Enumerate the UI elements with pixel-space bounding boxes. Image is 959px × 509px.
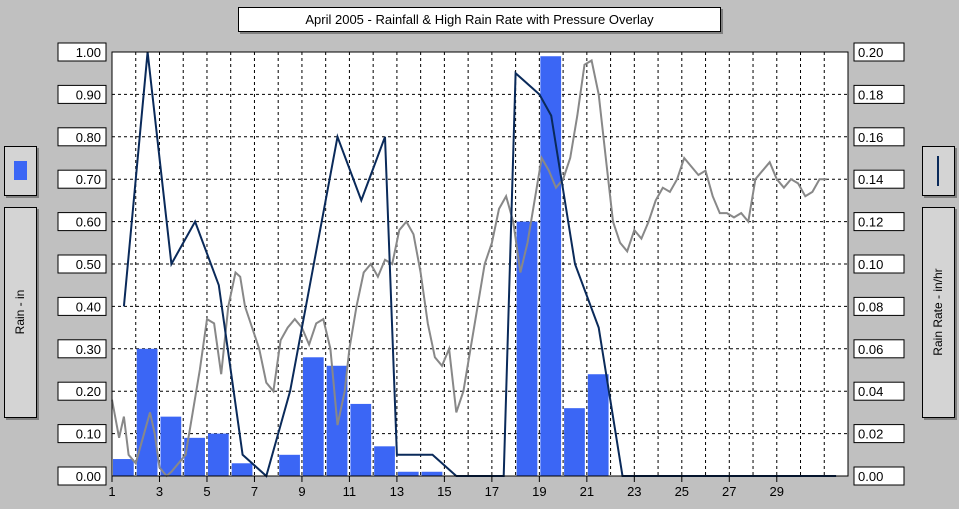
y-left-tick-box: [57, 169, 107, 189]
x-tick-label: 15: [437, 484, 451, 499]
rain-bars: [113, 56, 609, 477]
y-right-tick-label: 0.20: [858, 45, 883, 60]
rain-bar: [564, 408, 585, 476]
y-left-tick-box: [57, 84, 107, 104]
rain-bar: [184, 437, 205, 476]
right-y-axis-labels: 0.00 0.02 0.04 0.06 0.08 0.10 0.12 0.14 0.16 0.18…: [853, 42, 905, 486]
rain-bar: [397, 471, 419, 476]
y-left-tick-label: 0.20: [76, 384, 101, 399]
left-legend-swatch-panel: [4, 146, 37, 196]
pressure-overlay: [111, 58, 827, 478]
y-left-tick-label: 1.00: [76, 45, 101, 60]
y-right-tick-label: 0.06: [858, 342, 883, 357]
x-tick-label: 29: [770, 484, 784, 499]
y-left-tick-box: [57, 424, 107, 444]
bar-swatch-icon: [14, 161, 27, 180]
x-axis-labels: 1 3 5 7 9 11 13 15 17 19 21 23 25 27 29: [108, 476, 784, 499]
chart-title: April 2005 - Rainfall & High Rain Rate w…: [238, 7, 721, 32]
x-tick-label: 19: [532, 484, 546, 499]
y-right-tick-box: [853, 296, 905, 316]
rain-bar: [231, 463, 253, 476]
line-swatch-icon: [937, 156, 939, 186]
y-right-tick-label: 0.08: [858, 299, 883, 314]
y-left-tick-label: 0.30: [76, 342, 101, 357]
y-right-tick-box: [853, 84, 905, 104]
rain-bar: [374, 446, 395, 476]
left-y-axis-labels: 0.00 0.10 0.20 0.30 0.40 0.50 0.60 0.70 0.80 0.90…: [57, 42, 107, 486]
y-right-tick-label: 0.00: [858, 469, 883, 484]
left-axis-label-panel: Rain - in: [4, 207, 37, 418]
y-right-tick-label: 0.18: [858, 87, 883, 102]
y-right-tick-box: [853, 424, 905, 444]
y-left-tick-label: 0.60: [76, 215, 101, 230]
right-legend-swatch-panel: [922, 146, 955, 196]
rain-bar: [540, 56, 562, 477]
x-tick-label: 11: [343, 484, 357, 499]
y-right-tick-box: [853, 466, 905, 486]
rain-bar: [587, 374, 609, 476]
y-left-tick-label: 0.00: [76, 469, 101, 484]
x-tick-label: 1: [108, 484, 115, 499]
y-right-tick-box: [853, 381, 905, 401]
y-left-tick-box: [57, 42, 107, 62]
x-tick-label: 9: [298, 484, 305, 499]
y-right-tick-box: [853, 127, 905, 147]
pressure-line: [111, 58, 827, 478]
y-right-tick-box: [853, 254, 905, 274]
rain-bar: [136, 348, 158, 476]
y-left-tick-label: 0.50: [76, 257, 101, 272]
y-right-tick-box: [853, 42, 905, 62]
y-right-tick-label: 0.14: [858, 172, 883, 187]
y-left-tick-label: 0.10: [76, 427, 101, 442]
x-tick-label: 23: [627, 484, 641, 499]
right-axis-label-panel: Rain Rate - in/hr: [922, 207, 955, 418]
y-left-tick-box: [57, 254, 107, 274]
y-right-tick-label: 0.12: [858, 215, 883, 230]
y-right-tick-box: [853, 339, 905, 359]
rain-bar: [279, 454, 300, 476]
y-left-tick-box: [57, 339, 107, 359]
x-tick-label: 5: [203, 484, 210, 499]
y-left-tick-box: [57, 212, 107, 232]
x-tick-label: 27: [722, 484, 736, 499]
y-left-tick-box: [57, 381, 107, 401]
y-right-tick-label: 0.10: [858, 257, 883, 272]
y-right-tick-box: [853, 169, 905, 189]
y-left-tick-label: 0.90: [76, 87, 101, 102]
y-right-tick-label: 0.02: [858, 427, 883, 442]
rain-bar: [516, 221, 538, 476]
rain-bar: [302, 357, 324, 476]
rain-bar: [160, 416, 182, 476]
y-left-tick-label: 0.40: [76, 299, 101, 314]
x-tick-label: 17: [485, 484, 499, 499]
y-left-tick-label: 0.70: [76, 172, 101, 187]
y-right-tick-label: 0.16: [858, 130, 883, 145]
x-tick-label: 21: [580, 484, 594, 499]
x-tick-label: 13: [390, 484, 404, 499]
rain-bar: [350, 403, 372, 476]
rain-bar: [421, 471, 443, 476]
axes: [111, 51, 849, 477]
rain-bar: [113, 459, 134, 476]
x-tick-label: 3: [156, 484, 163, 499]
y-right-tick-label: 0.04: [858, 384, 883, 399]
y-left-tick-box: [57, 466, 107, 486]
y-left-tick-box: [57, 296, 107, 316]
x-tick-label: 7: [251, 484, 258, 499]
y-right-tick-box: [853, 212, 905, 232]
x-tick-label: 25: [675, 484, 689, 499]
plot-frame: [111, 51, 849, 477]
y-left-tick-box: [57, 127, 107, 147]
y-left-tick-label: 0.80: [76, 130, 101, 145]
rain-bar: [207, 433, 229, 476]
